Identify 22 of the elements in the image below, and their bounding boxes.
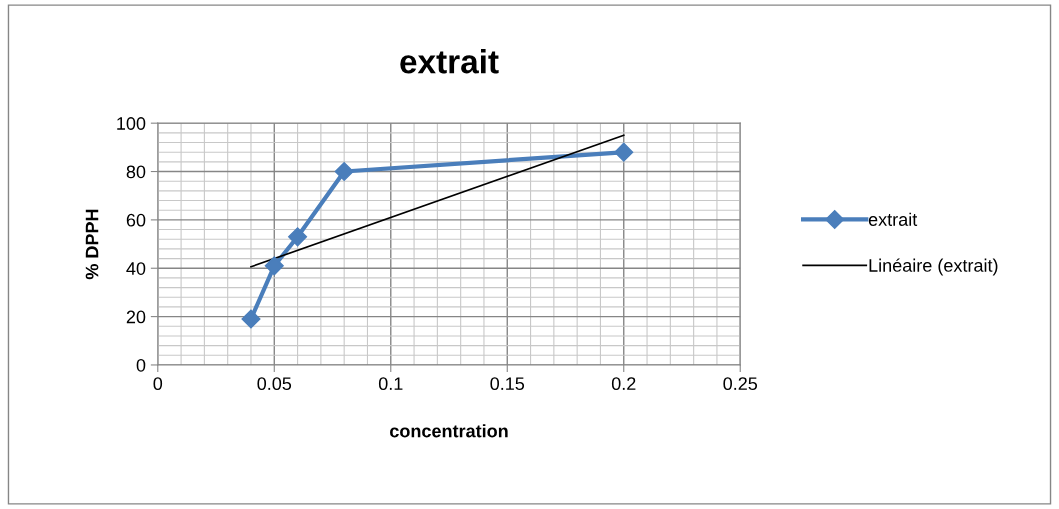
legend-label: Linéaire (extrait) — [869, 258, 998, 276]
x-tick-label: 0.05 — [257, 377, 292, 391]
y-tick-label: 0 — [136, 358, 146, 372]
point — [614, 142, 634, 162]
y-tick-label: 20 — [126, 310, 146, 324]
y-tick-label: 80 — [126, 165, 146, 179]
x-tick-label: 0.25 — [723, 377, 758, 391]
y-tick-label: 60 — [126, 213, 146, 227]
x-tick-label: 0.1 — [378, 377, 403, 391]
y-tick-label: 40 — [126, 262, 146, 275]
x-tick-label: 0.15 — [490, 377, 525, 391]
point — [288, 227, 308, 247]
x-tick-label: 0 — [153, 377, 163, 391]
y-axis-title: % DPPH — [85, 209, 99, 280]
x-axis-title: concentration — [390, 424, 508, 438]
x-tick-label: 0.2 — [611, 377, 636, 391]
point — [241, 309, 261, 329]
legend-label: extrait — [868, 212, 918, 226]
y-tick-label: 100 — [117, 117, 146, 130]
point — [334, 161, 354, 182]
point — [264, 256, 284, 276]
chart-title: extrait — [400, 49, 499, 74]
